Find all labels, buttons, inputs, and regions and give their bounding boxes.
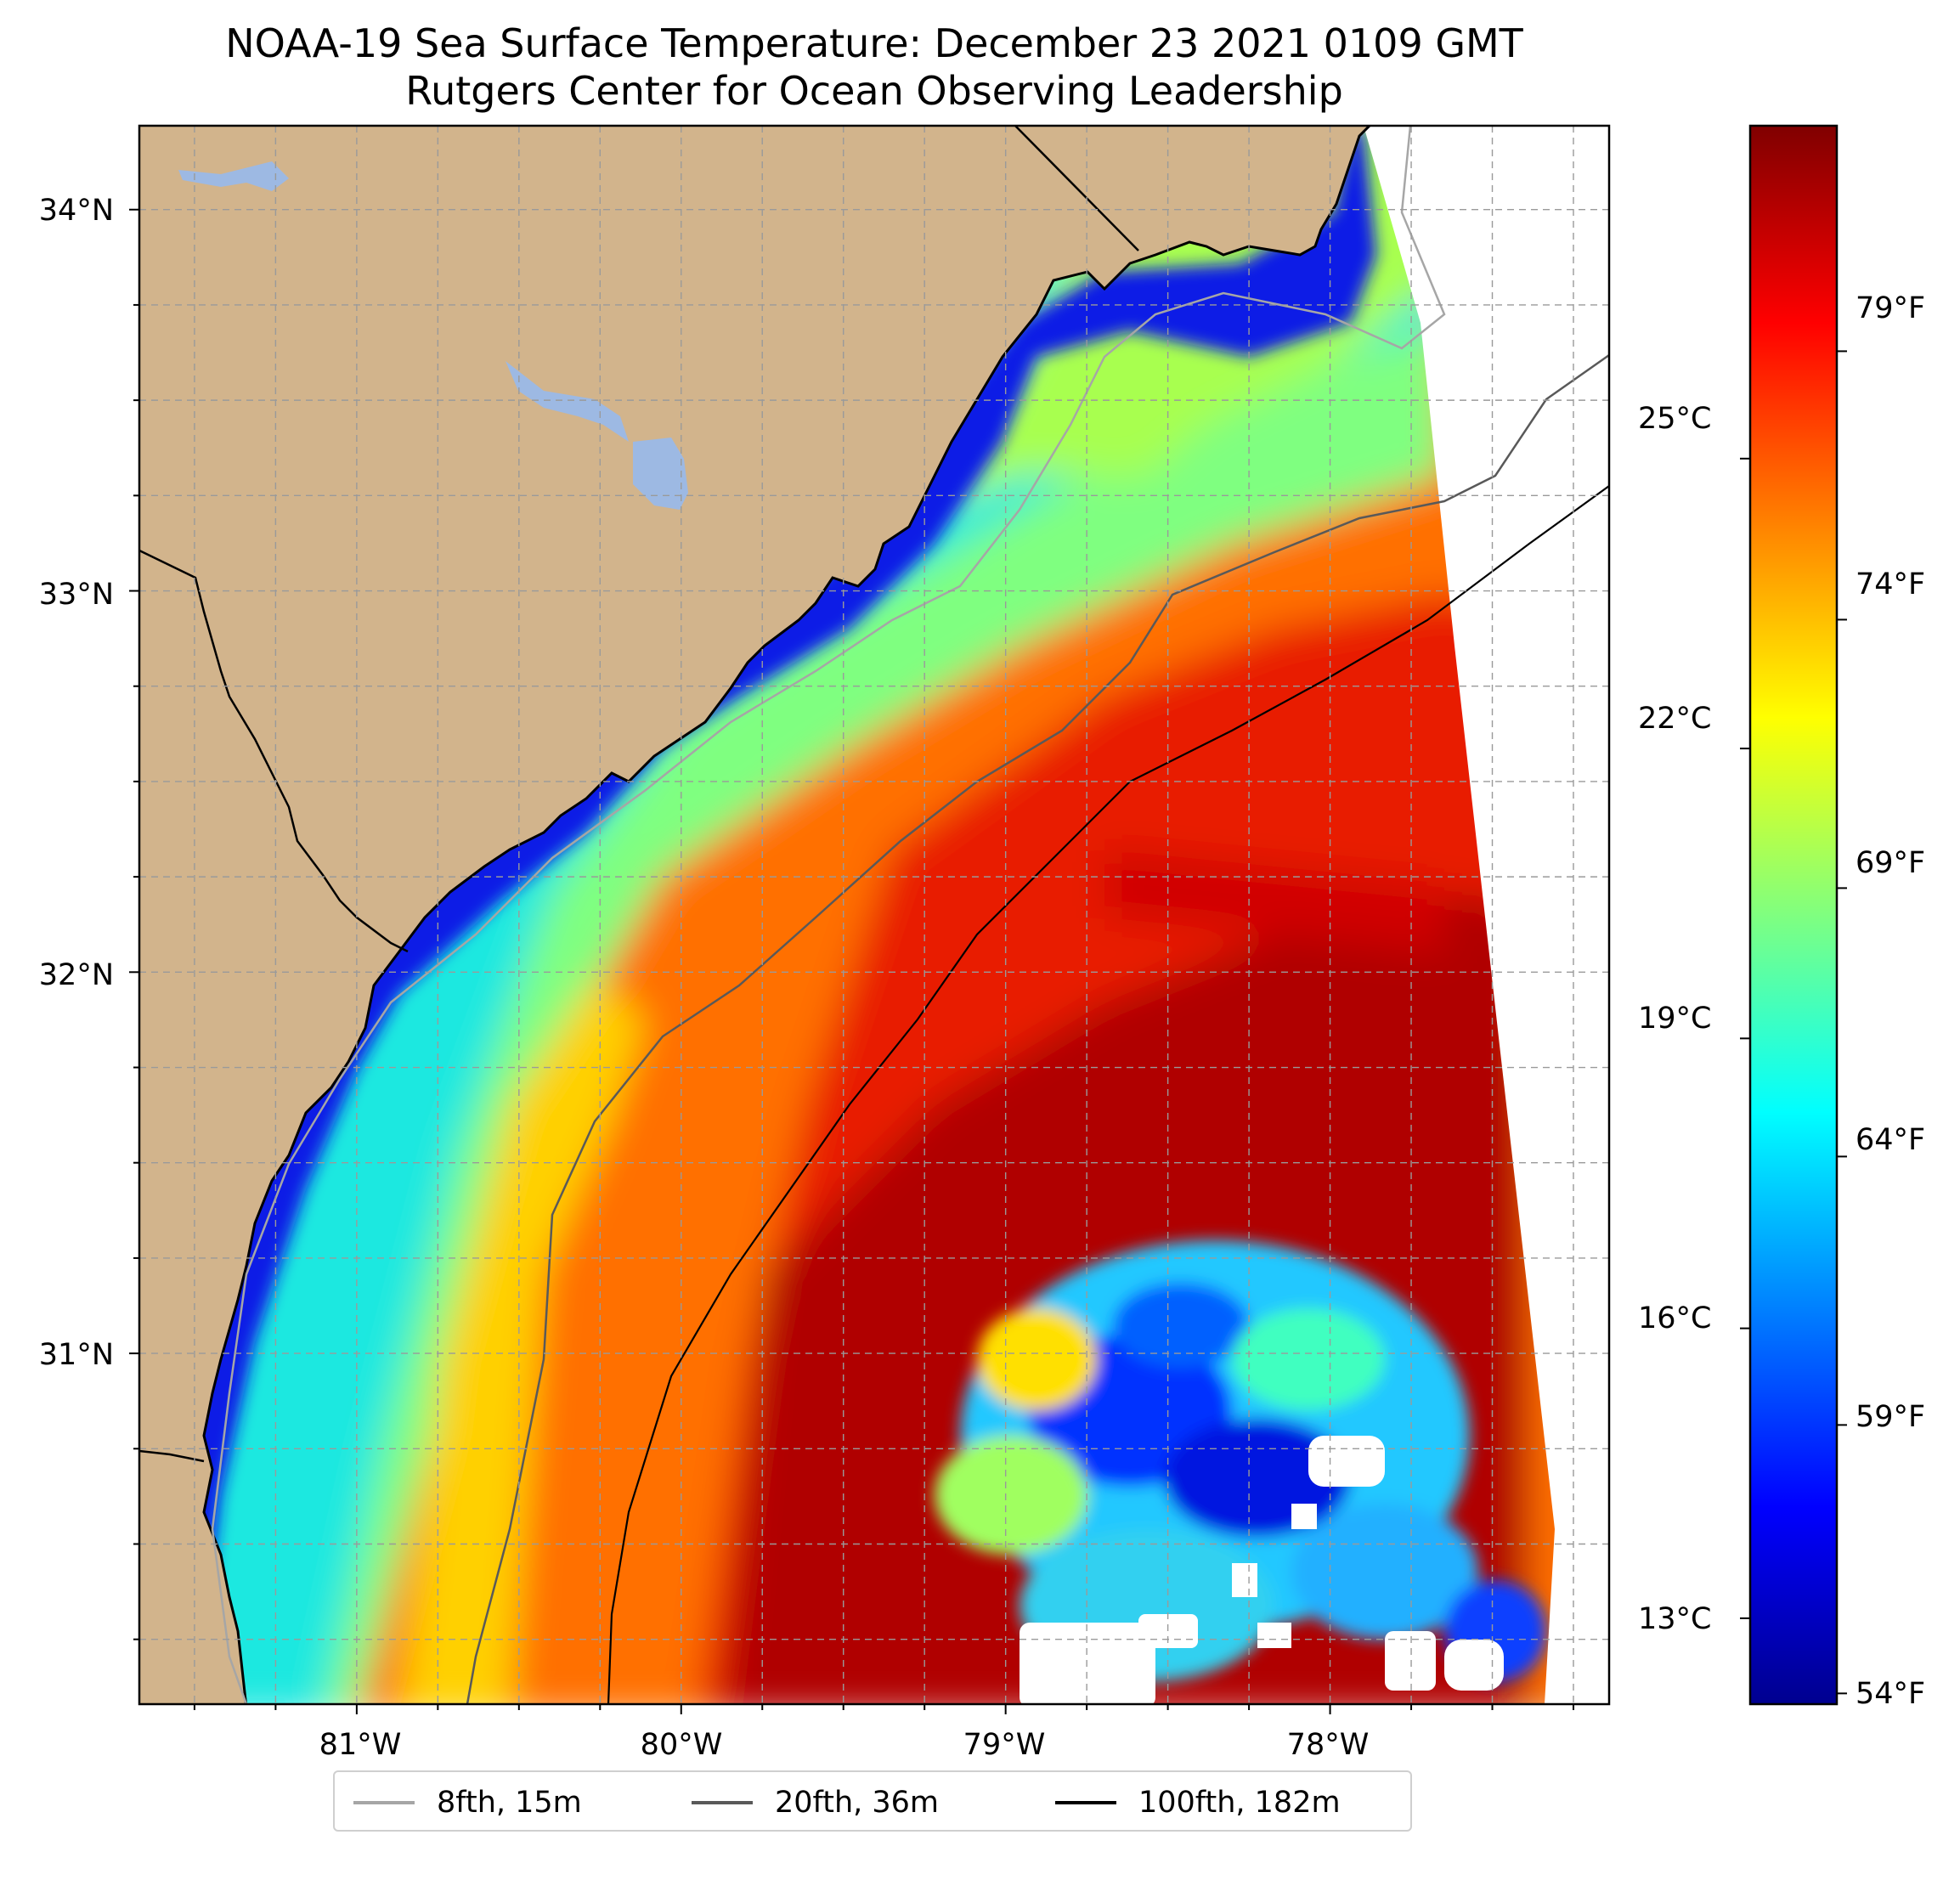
legend-item-20fth: 20fth, 36m <box>692 1772 939 1833</box>
gridlines <box>139 126 1609 1704</box>
colorbar-ticks <box>1740 350 1847 1695</box>
colorbar-label-13c: 13°C <box>1638 1602 1712 1636</box>
map-title: NOAA-19 Sea Surface Temperature: Decembe… <box>225 20 1523 66</box>
legend-swatch-20fth <box>692 1801 753 1804</box>
lat-label-31n: 31°N <box>38 1338 114 1372</box>
colorbar-label-25c: 25°C <box>1638 402 1712 436</box>
isobath-8fth <box>211 126 1446 1704</box>
lat-label-33n: 33°N <box>38 578 114 612</box>
colorbar-label-19c: 19°C <box>1638 1002 1712 1036</box>
lon-label-80w: 80°W <box>640 1728 723 1762</box>
legend-item-100fth: 100fth, 182m <box>1055 1772 1341 1833</box>
state-border-sc-ga <box>139 549 409 953</box>
lat-label-32n: 32°N <box>38 958 114 992</box>
legend-label-100fth: 100fth, 182m <box>1138 1786 1341 1820</box>
colorbar <box>1748 124 1839 1706</box>
legend-item-8fth: 8fth, 15m <box>353 1772 582 1833</box>
colorbar-label-59f: 59°F <box>1856 1400 1926 1434</box>
colorbar-label-69f: 69°F <box>1856 846 1926 880</box>
state-border-ga-fl <box>139 1449 205 1463</box>
lat-label-34n: 34°N <box>38 194 114 228</box>
legend-label-20fth: 20fth, 36m <box>775 1786 940 1820</box>
land <box>139 126 1372 1704</box>
lake-moultrie <box>633 438 688 510</box>
lon-label-81w: 81°W <box>319 1728 402 1762</box>
lon-label-78w: 78°W <box>1286 1728 1370 1762</box>
isobath-100fth <box>607 485 1609 1704</box>
legend-swatch-100fth <box>1055 1801 1116 1804</box>
legend-swatch-8fth <box>353 1801 415 1804</box>
colorbar-label-74f: 74°F <box>1856 567 1926 601</box>
colorbar-label-22c: 22°C <box>1638 702 1712 736</box>
isobath-legend: 8fth, 15m 20fth, 36m 100fth, 182m <box>333 1770 1412 1832</box>
legend-label-8fth: 8fth, 15m <box>437 1786 582 1820</box>
lake-hartwell <box>178 161 289 191</box>
colorbar-label-54f: 54°F <box>1856 1677 1926 1711</box>
lon-label-79w: 79°W <box>963 1728 1046 1762</box>
colorbar-label-64f: 64°F <box>1856 1123 1926 1157</box>
map-frame <box>138 124 1611 1706</box>
state-border-nc-sc <box>1014 126 1139 251</box>
colorbar-label-16c: 16°C <box>1638 1301 1712 1335</box>
colorbar-label-79f: 79°F <box>1856 291 1926 325</box>
map-subtitle: Rutgers Center for Ocean Observing Leade… <box>405 68 1343 114</box>
axis-ticks <box>129 208 1574 1714</box>
lake-marion <box>506 361 629 442</box>
isobath-20fth <box>466 353 1609 1704</box>
